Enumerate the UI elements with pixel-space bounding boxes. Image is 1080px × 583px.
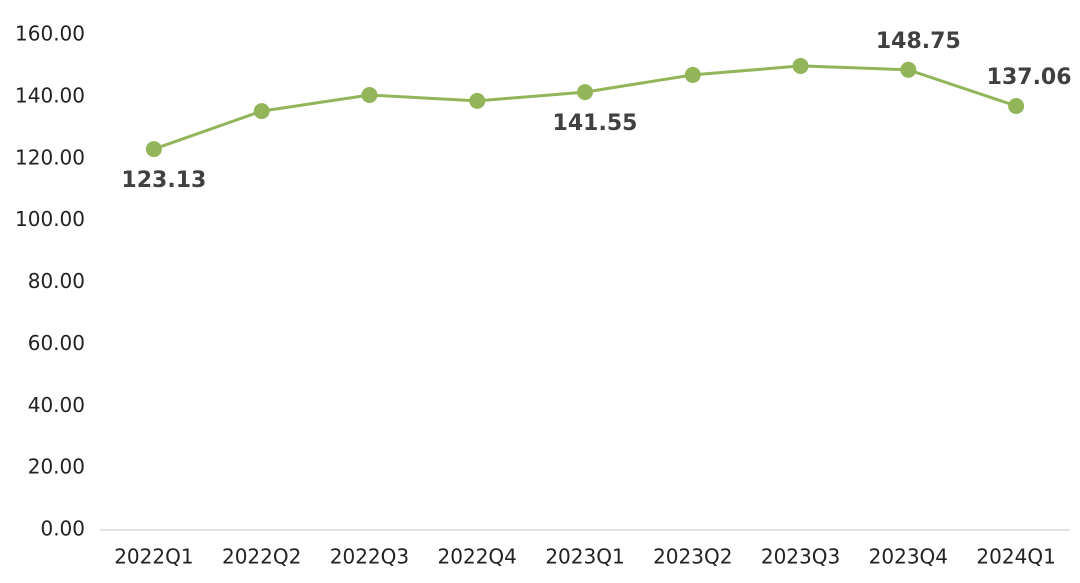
y-tick-label: 0.00 xyxy=(40,517,85,541)
data-label: 148.75 xyxy=(876,29,961,54)
y-tick-label: 60.00 xyxy=(28,331,85,355)
data-label: 123.13 xyxy=(121,168,206,193)
data-label: 141.55 xyxy=(553,111,638,136)
x-tick-label: 2024Q1 xyxy=(976,545,1055,569)
line-series xyxy=(153,64,1017,151)
data-point xyxy=(1008,97,1025,114)
y-tick-label: 140.00 xyxy=(15,83,85,107)
y-tick-label: 40.00 xyxy=(28,393,85,417)
y-tick-label: 100.00 xyxy=(15,207,85,231)
y-tick-label: 20.00 xyxy=(28,455,85,479)
x-tick-label: 2022Q2 xyxy=(222,545,301,569)
data-point xyxy=(469,92,486,109)
x-tick-label: 2023Q1 xyxy=(545,545,624,569)
x-tick-label: 2023Q2 xyxy=(653,545,732,569)
data-point xyxy=(145,141,162,158)
data-point xyxy=(253,103,270,120)
x-tick-label: 2022Q4 xyxy=(438,545,517,569)
y-tick-label: 80.00 xyxy=(28,269,85,293)
x-tick-label: 2023Q4 xyxy=(869,545,948,569)
data-point xyxy=(361,87,378,104)
x-tick-label: 2023Q3 xyxy=(761,545,840,569)
data-point xyxy=(577,84,593,101)
y-tick-label: 160.00 xyxy=(15,22,85,46)
data-point xyxy=(684,66,701,83)
x-tick-label: 2022Q1 xyxy=(114,545,193,569)
data-point xyxy=(900,61,917,78)
data-label: 137.06 xyxy=(987,65,1072,90)
y-tick-label: 120.00 xyxy=(15,145,85,169)
data-point xyxy=(792,57,809,74)
x-tick-label: 2022Q3 xyxy=(330,545,409,569)
